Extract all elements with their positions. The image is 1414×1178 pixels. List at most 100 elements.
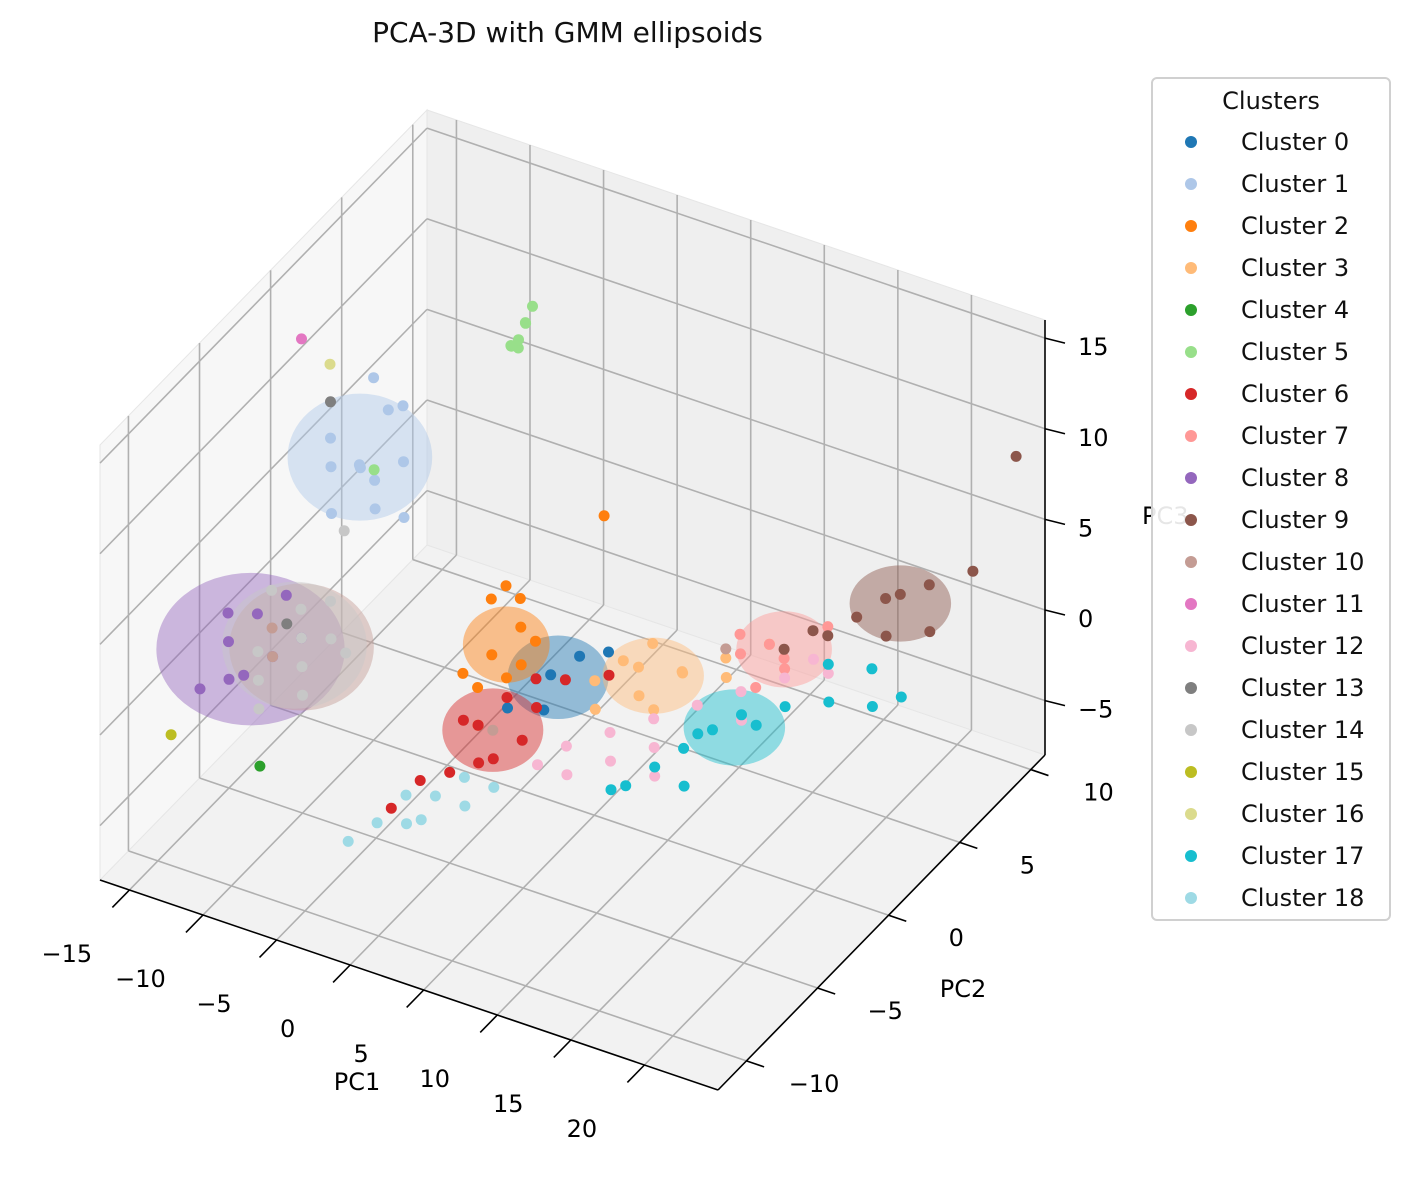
data-point [545,669,557,681]
gridline-z-back [426,489,1046,702]
data-point [560,740,572,752]
data-point [501,672,512,684]
data-point [822,630,834,642]
data-point [457,714,469,726]
x-tick [553,1039,572,1059]
legend-label: Cluster 1 [1241,170,1350,198]
data-point [444,766,456,778]
legend-marker [1185,598,1197,610]
x-tick [258,939,278,959]
legend-item-cluster-18: Cluster 18 [1153,877,1389,919]
x-tick-label: −15 [42,940,93,968]
data-point [502,702,513,714]
gridline-z-back [426,127,1046,339]
z-tick-label: −5 [1078,696,1113,724]
legend-label: Cluster 10 [1241,548,1365,576]
legend-label: Cluster 2 [1241,212,1350,240]
data-point [649,761,661,773]
x-tick [185,914,204,934]
gridline-x-floor [275,604,605,941]
data-point [514,593,526,604]
gridline-z-side [99,127,428,464]
x-tick-label: 20 [567,1115,598,1143]
data-point [296,333,307,345]
legend-label: Cluster 16 [1241,800,1365,828]
data-point [678,780,690,792]
data-point [485,593,497,605]
x-tick-label: −5 [196,990,231,1018]
data-point [678,742,690,754]
legend-marker [1185,220,1197,232]
data-point [516,734,528,746]
data-point [500,580,512,592]
data-point [750,682,762,693]
gmm-ellipsoids [156,393,952,772]
data-point [822,658,834,670]
series-cluster-5 [368,300,538,476]
legend-marker [1185,388,1197,400]
legend-label: Cluster 12 [1241,632,1365,660]
legend-label: Cluster 0 [1241,128,1350,156]
legend-item-cluster-10: Cluster 10 [1153,541,1389,583]
legend-marker [1185,430,1197,442]
legend-marker [1185,892,1197,904]
legend-item-cluster-16: Cluster 16 [1153,793,1389,835]
legend-marker [1185,472,1197,484]
data-point [280,589,292,601]
series-cluster-6 [385,669,615,814]
data-point [559,674,571,686]
chart-title: PCA-3D with GMM ellipsoids [372,16,763,49]
data-point [720,672,732,683]
legend-item-cluster-14: Cluster 14 [1153,709,1389,751]
x-tick-label: 15 [493,1090,524,1118]
data-point [778,643,790,655]
data-point [238,669,250,681]
data-point [735,648,746,660]
gridline-x-floor [349,629,678,966]
data-point [459,800,471,812]
data-point [398,456,409,468]
data-point [894,588,906,600]
data-point [398,512,410,523]
data-point [720,652,732,664]
data-point [369,474,381,486]
y-tick [959,841,978,850]
legend-label: Cluster 3 [1241,254,1350,282]
gridline-x-floor [570,704,899,1041]
legend-item-cluster-15: Cluster 15 [1153,751,1389,793]
data-point [823,696,835,708]
data-point [589,675,601,687]
y-axis-label: PC2 [940,975,987,1003]
legend-item-cluster-1: Cluster 1 [1153,163,1389,205]
legend-label: Cluster 9 [1241,506,1350,534]
legend-marker [1185,262,1197,274]
legend-items: Cluster 0 Cluster 1 Cluster 2 Cluster 3 Clus… [1153,121,1389,919]
legend-marker [1185,724,1197,736]
legend-item-cluster-12: Cluster 12 [1153,625,1389,667]
legend-label: Cluster 6 [1241,380,1350,408]
data-point [620,780,632,792]
legend-item-cluster-6: Cluster 6 [1153,373,1389,415]
data-point [369,503,381,515]
data-point [385,802,397,814]
y-tick-label: −5 [868,997,903,1025]
data-point [822,667,834,679]
data-point [880,630,892,642]
x-axis-label: PC1 [334,1068,381,1096]
legend-item-cluster-3: Cluster 3 [1153,247,1389,289]
data-point [617,655,629,667]
data-point [414,775,426,786]
data-point [808,653,819,665]
series-cluster-15 [165,729,177,741]
data-point [895,691,907,703]
data-point [397,400,409,412]
gridline-x-floor [202,579,531,916]
z-tick-label: 15 [1078,333,1109,361]
data-point [325,461,337,473]
legend-marker [1185,346,1197,358]
data-point [368,372,380,384]
series-cluster-0 [502,646,614,716]
x-tick-label: 0 [280,1015,295,1043]
data-point [779,663,791,675]
